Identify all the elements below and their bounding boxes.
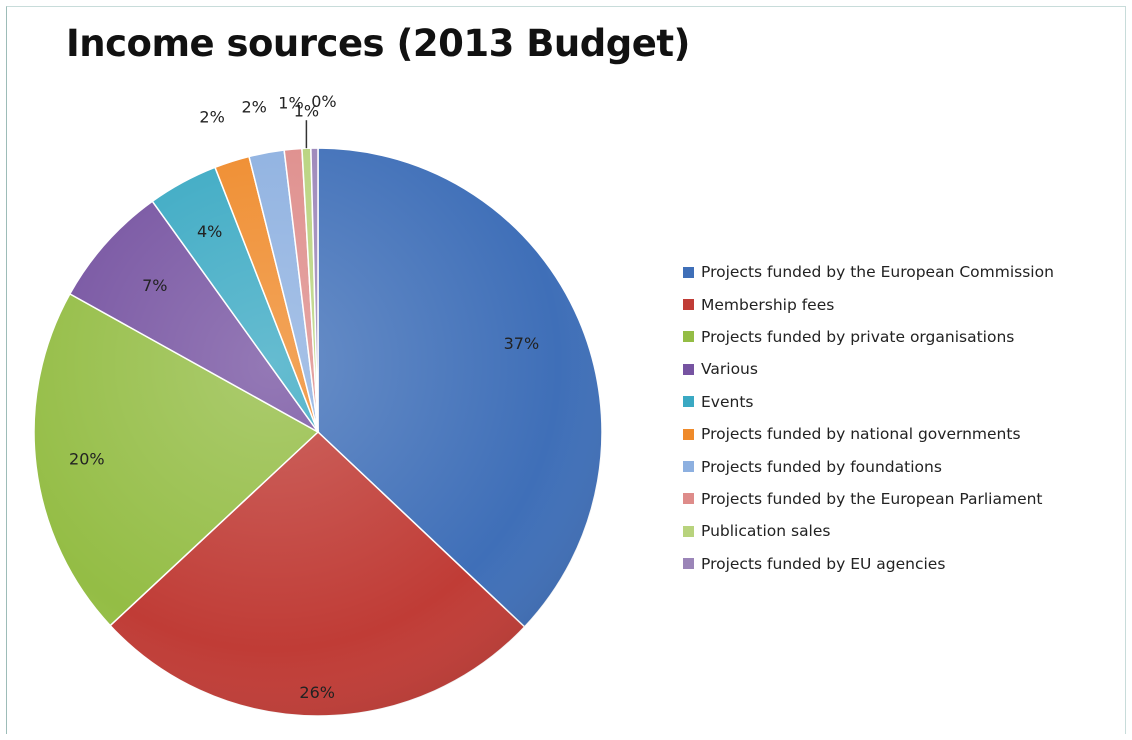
- legend-label: Projects funded by foundations: [701, 457, 942, 476]
- pie-slices: [33, 147, 603, 717]
- legend-label: Events: [701, 392, 754, 411]
- legend-item: Projects funded by the European Parliame…: [683, 483, 1054, 515]
- chart-title: Income sources (2013 Budget): [66, 22, 690, 65]
- legend-swatch: [683, 299, 694, 311]
- legend-item: Projects funded by national governments: [683, 418, 1054, 450]
- legend-label: Projects funded by national governments: [701, 425, 1021, 444]
- legend-label: Projects funded by EU agencies: [701, 554, 946, 573]
- legend-label: Publication sales: [701, 522, 831, 541]
- legend-label: Projects funded by private organisations: [701, 327, 1015, 346]
- slice-label: 37%: [504, 334, 540, 353]
- legend-label: Projects funded by the European Commissi…: [701, 263, 1054, 282]
- legend-swatch: [683, 461, 694, 473]
- legend-item: Projects funded by EU agencies: [683, 548, 1054, 580]
- legend-swatch: [683, 558, 694, 570]
- legend-label: Various: [701, 360, 758, 379]
- legend-item: Various: [683, 353, 1054, 385]
- slice-label: 2%: [242, 98, 267, 117]
- slice-label: 26%: [299, 683, 335, 702]
- legend-item: Projects funded by foundations: [683, 450, 1054, 482]
- slice-label: 20%: [69, 450, 105, 469]
- legend-swatch: [683, 331, 694, 343]
- chart-legend: Projects funded by the European Commissi…: [683, 256, 1054, 580]
- slice-label: 2%: [199, 108, 224, 127]
- legend-swatch: [683, 363, 694, 375]
- legend-label: Projects funded by the European Parliame…: [701, 489, 1043, 508]
- slice-label: 1%: [294, 102, 319, 121]
- legend-item: Projects funded by the European Commissi…: [683, 256, 1054, 288]
- slice-label: 1%: [278, 93, 303, 112]
- slice-labels: 37%26%20%7%4%2%2% 1%1%0%: [69, 92, 539, 702]
- legend-item: Membership fees: [683, 288, 1054, 320]
- legend-swatch: [683, 428, 694, 440]
- legend-swatch: [683, 525, 694, 537]
- slice-label: 0%: [311, 92, 336, 111]
- legend-swatch: [683, 396, 694, 408]
- chart-frame: [6, 6, 1126, 734]
- legend-swatch: [683, 493, 694, 505]
- legend-swatch: [683, 266, 694, 278]
- legend-item: Events: [683, 386, 1054, 418]
- legend-item: Publication sales: [683, 515, 1054, 547]
- slice-label: 4%: [197, 222, 222, 241]
- legend-label: Membership fees: [701, 295, 835, 314]
- slice-label: 7%: [142, 276, 167, 295]
- legend-item: Projects funded by private organisations: [683, 321, 1054, 353]
